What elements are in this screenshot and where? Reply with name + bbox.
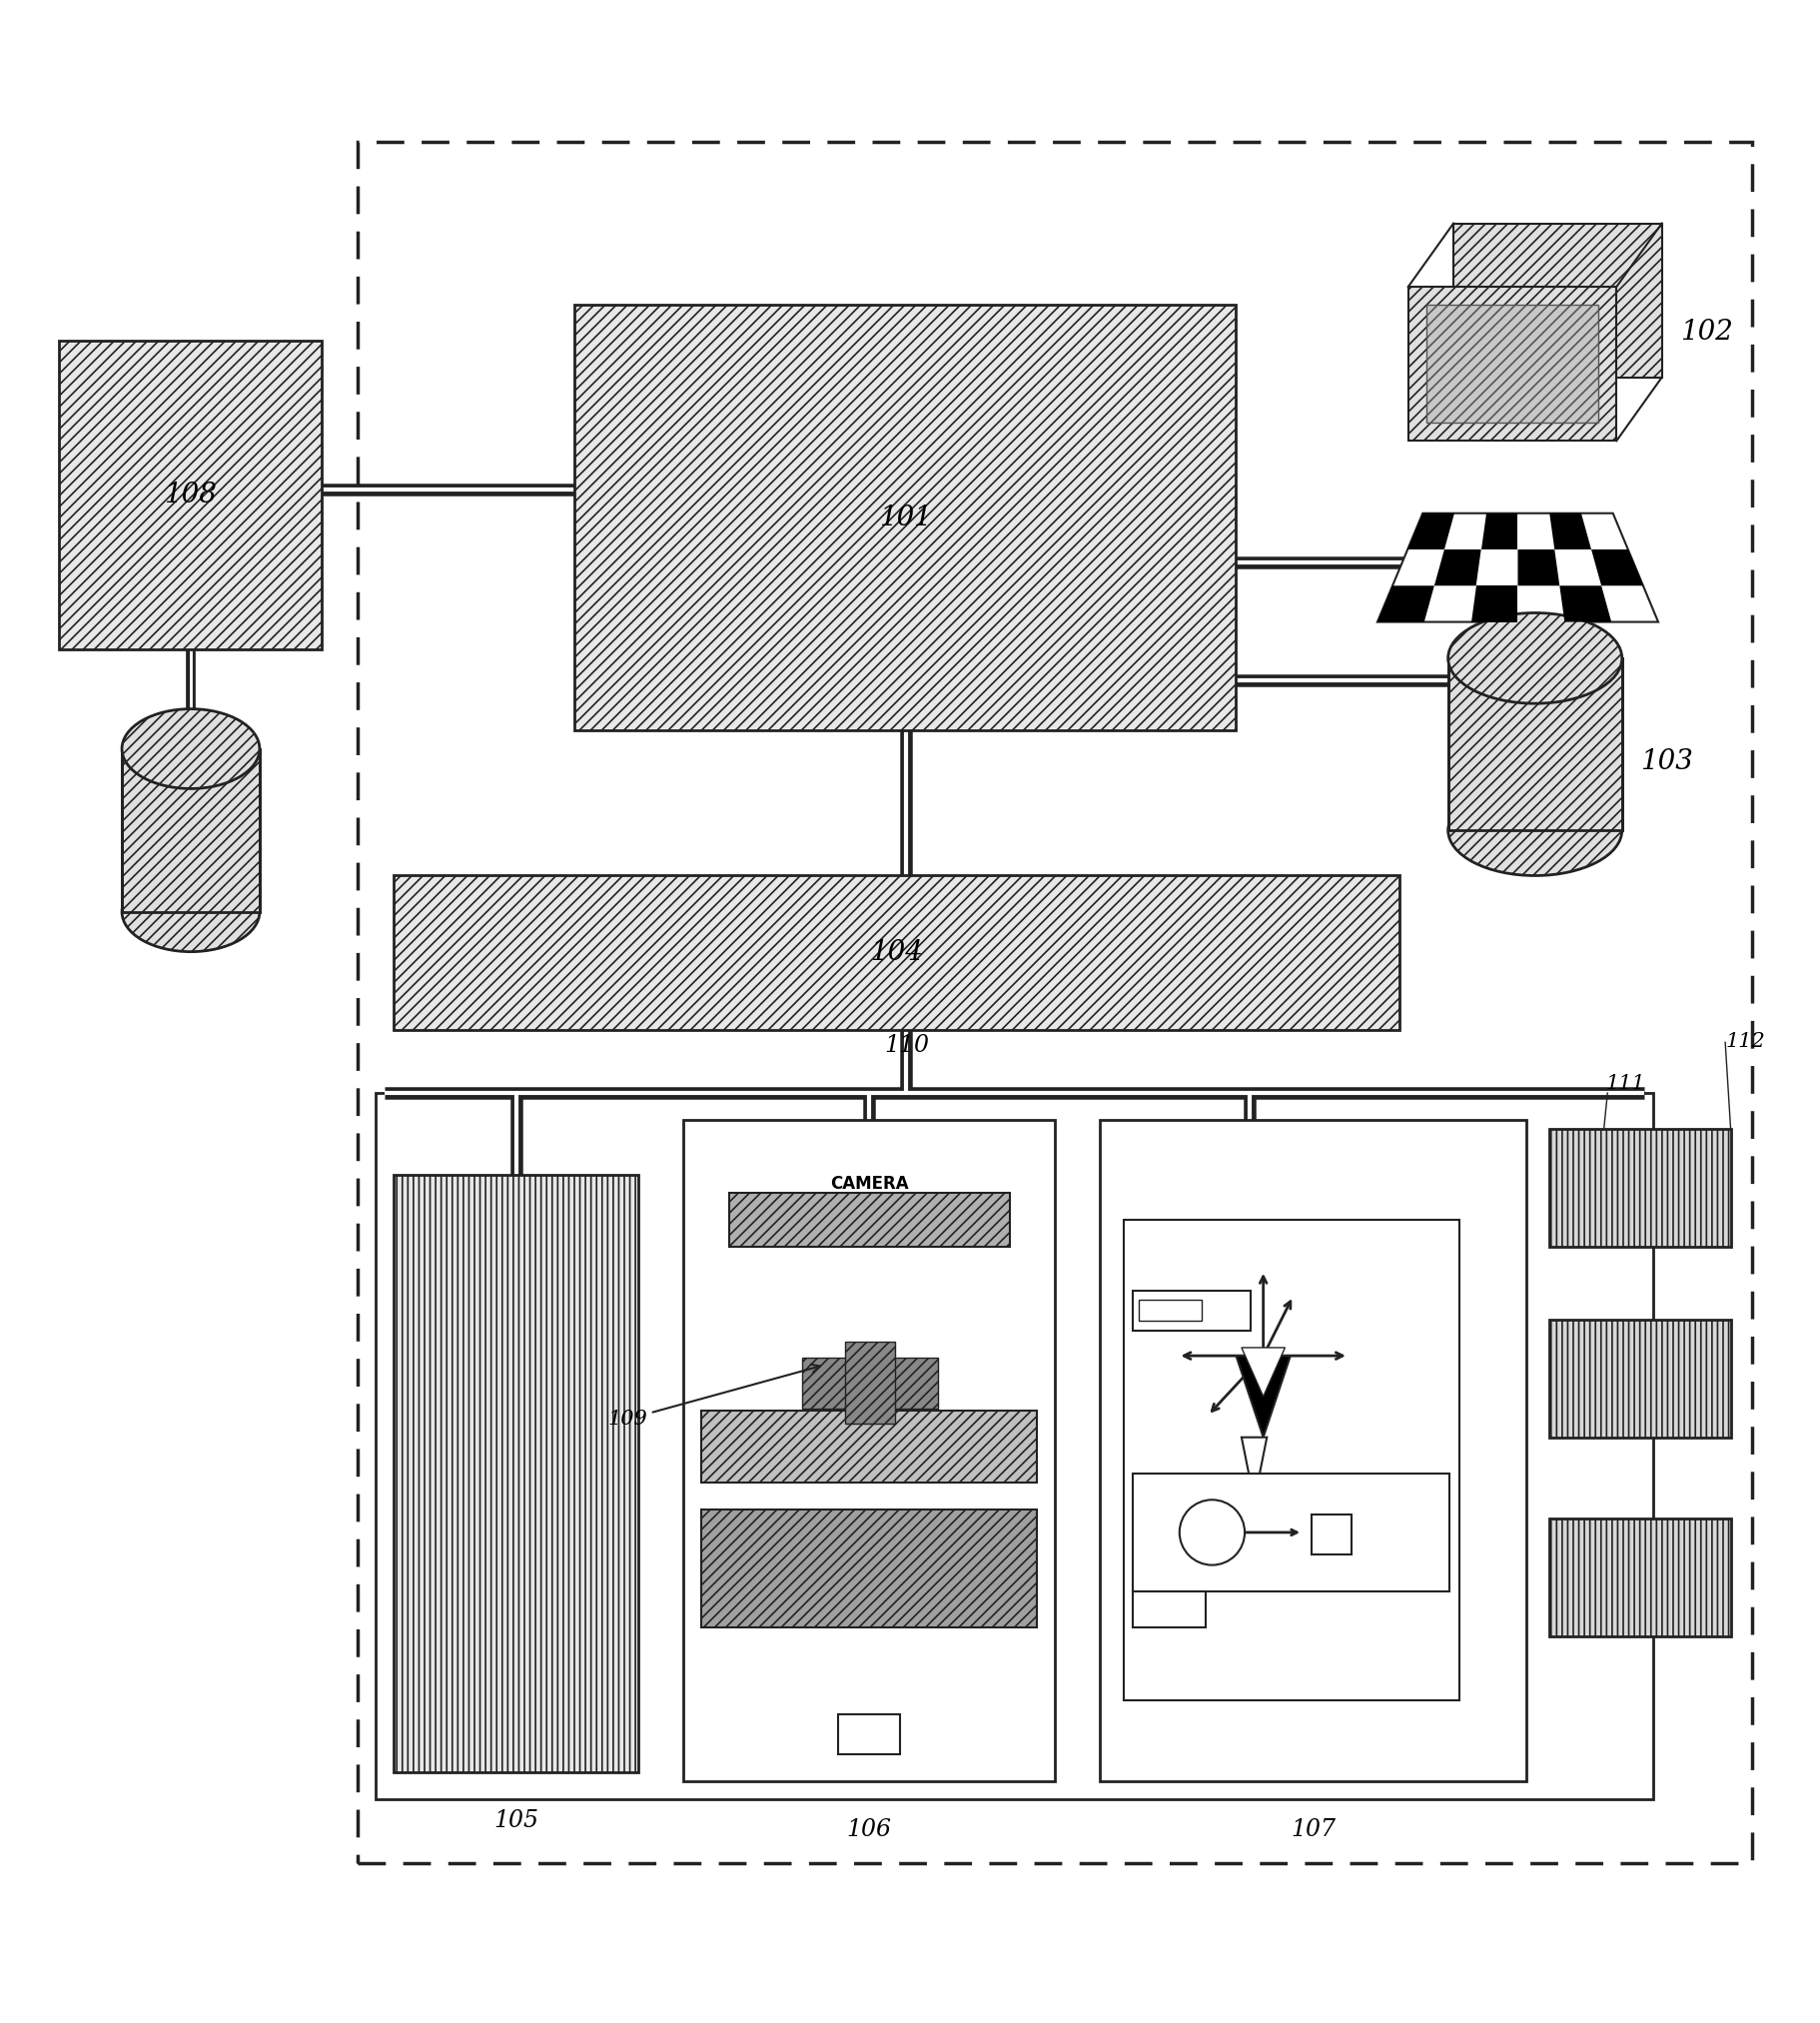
- Polygon shape: [1236, 1355, 1290, 1436]
- Polygon shape: [1378, 514, 1658, 621]
- Polygon shape: [1241, 1436, 1267, 1473]
- Text: 102: 102: [1680, 318, 1733, 346]
- Bar: [58, 342, 320, 649]
- Bar: [122, 749, 260, 912]
- Bar: [703, 1410, 1037, 1483]
- Polygon shape: [1434, 550, 1481, 587]
- Polygon shape: [1549, 514, 1591, 550]
- Ellipse shape: [122, 872, 260, 951]
- Bar: [1427, 305, 1598, 423]
- Bar: [703, 1509, 1037, 1629]
- Bar: [1132, 1592, 1205, 1629]
- Bar: [1138, 1299, 1201, 1321]
- Polygon shape: [1241, 1347, 1285, 1396]
- Text: 108: 108: [164, 481, 217, 508]
- Text: 111: 111: [1605, 1074, 1645, 1092]
- Text: 110: 110: [885, 1034, 928, 1056]
- Text: 107: 107: [1290, 1819, 1336, 1841]
- Bar: [844, 1341, 895, 1424]
- Bar: [1312, 1515, 1352, 1554]
- Bar: [803, 1357, 937, 1408]
- Bar: [728, 1194, 1010, 1246]
- Polygon shape: [1560, 587, 1611, 621]
- Text: 105: 105: [493, 1809, 539, 1831]
- Text: 109: 109: [608, 1364, 821, 1428]
- Bar: [839, 1716, 901, 1754]
- Bar: [1454, 223, 1662, 378]
- Ellipse shape: [122, 708, 260, 789]
- Polygon shape: [1471, 587, 1518, 621]
- Polygon shape: [1407, 514, 1454, 550]
- Bar: [684, 1121, 1056, 1782]
- Polygon shape: [1378, 587, 1434, 621]
- Ellipse shape: [1449, 613, 1622, 704]
- Bar: [1449, 657, 1622, 829]
- Text: 106: 106: [846, 1819, 892, 1841]
- Circle shape: [1179, 1499, 1245, 1566]
- Bar: [1132, 1291, 1250, 1331]
- Text: 104: 104: [870, 939, 923, 967]
- Bar: [1549, 1319, 1731, 1436]
- Text: 112: 112: [1725, 1032, 1765, 1052]
- Polygon shape: [1591, 550, 1643, 587]
- Ellipse shape: [1449, 785, 1622, 876]
- Text: 101: 101: [879, 504, 932, 532]
- Text: CAMERA: CAMERA: [830, 1175, 908, 1194]
- Bar: [1132, 1473, 1451, 1592]
- Bar: [357, 142, 1753, 1863]
- Bar: [575, 305, 1236, 730]
- Text: 103: 103: [1640, 749, 1693, 775]
- Bar: [375, 1092, 1653, 1800]
- Bar: [393, 1175, 639, 1772]
- Bar: [1101, 1121, 1525, 1782]
- Polygon shape: [1518, 550, 1560, 587]
- Bar: [1549, 1129, 1731, 1246]
- Bar: [1409, 287, 1616, 441]
- Bar: [393, 876, 1400, 1030]
- Bar: [1123, 1220, 1460, 1699]
- Polygon shape: [1481, 514, 1518, 550]
- Bar: [1549, 1519, 1731, 1637]
